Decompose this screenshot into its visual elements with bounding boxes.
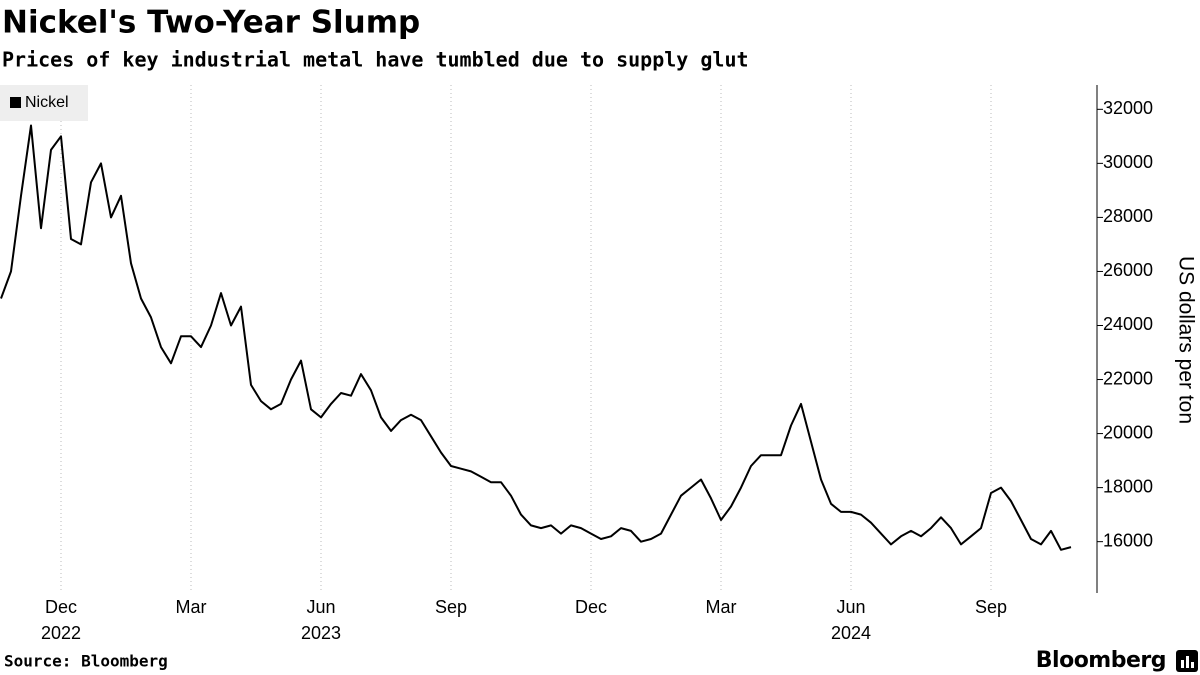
price-line: [0, 124, 1072, 551]
brand-icon: [1176, 650, 1198, 672]
y-axis-label: US dollars per ton: [1174, 256, 1197, 424]
x-tick-label: Jun: [836, 597, 865, 617]
legend-label: Nickel: [25, 94, 69, 111]
legend-swatch: [10, 97, 21, 108]
brand: Bloomberg: [1036, 648, 1166, 673]
x-tick-label: Dec: [45, 597, 77, 617]
y-tick-label: 20000: [1103, 422, 1153, 442]
y-tick-label: 30000: [1103, 152, 1153, 172]
x-year-label: 2022: [41, 623, 81, 643]
x-tick-label: Sep: [435, 597, 467, 617]
x-tick-label: Mar: [176, 597, 207, 617]
x-tick-label: Jun: [306, 597, 335, 617]
x-tick-label: Dec: [575, 597, 607, 617]
y-tick-label: 24000: [1103, 314, 1153, 334]
x-tick-label: Sep: [975, 597, 1007, 617]
y-tick-label: 32000: [1103, 98, 1153, 118]
y-tick-label: 16000: [1103, 530, 1153, 550]
x-year-label: 2023: [301, 623, 341, 643]
x-year-label: 2024: [831, 623, 871, 643]
y-tick-label: 18000: [1103, 476, 1153, 496]
y-tick-label: 28000: [1103, 206, 1153, 226]
chart-subtitle: Prices of key industrial metal have tumb…: [2, 48, 749, 72]
x-tick-label: Mar: [706, 597, 737, 617]
source: Source: Bloomberg: [4, 652, 168, 671]
y-tick-label: 22000: [1103, 368, 1153, 388]
y-tick-label: 26000: [1103, 260, 1153, 280]
chart-title: Nickel's Two-Year Slump: [2, 5, 420, 41]
